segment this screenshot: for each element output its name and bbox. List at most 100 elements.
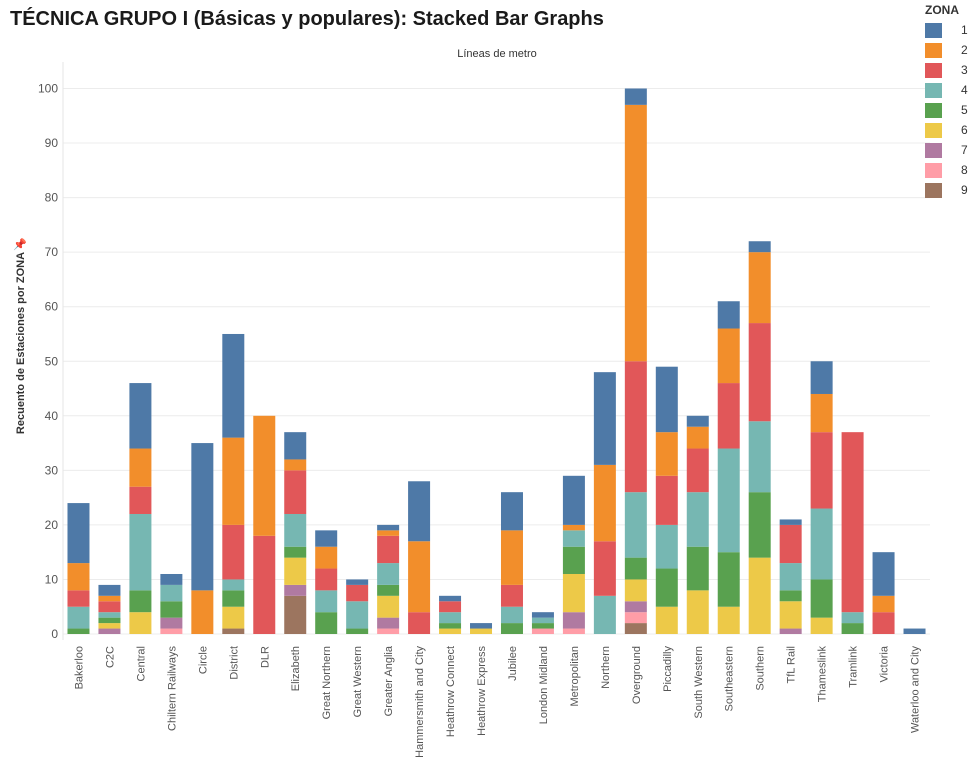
bar-segment-zona-3[interactable] bbox=[315, 568, 338, 591]
bar-segment-zona-3[interactable] bbox=[408, 612, 431, 634]
bar-segment-zona-6[interactable] bbox=[686, 590, 709, 634]
bar-segment-zona-1[interactable] bbox=[377, 524, 400, 531]
bar-segment-zona-1[interactable] bbox=[779, 519, 802, 525]
bar-segment-zona-3[interactable] bbox=[841, 432, 864, 613]
bar-segment-zona-5[interactable] bbox=[439, 623, 462, 629]
bar-segment-zona-4[interactable] bbox=[655, 524, 678, 569]
bar-segment-zona-1[interactable] bbox=[67, 503, 90, 564]
bar-segment-zona-4[interactable] bbox=[500, 606, 523, 624]
bar-segment-zona-2[interactable] bbox=[284, 459, 307, 471]
bar-segment-zona-4[interactable] bbox=[717, 448, 740, 553]
bar-segment-zona-3[interactable] bbox=[717, 383, 740, 449]
legend-item-zona-2[interactable]: 2 bbox=[925, 40, 979, 60]
bar-segment-zona-6[interactable] bbox=[810, 617, 833, 634]
bar-segment-zona-4[interactable] bbox=[284, 513, 307, 547]
bar-segment-zona-2[interactable] bbox=[593, 464, 616, 542]
bar-segment-zona-7[interactable] bbox=[98, 628, 121, 634]
bar-segment-zona-4[interactable] bbox=[624, 492, 647, 558]
bar-segment-zona-2[interactable] bbox=[222, 437, 245, 525]
bar-segment-zona-7[interactable] bbox=[624, 601, 647, 613]
bar-segment-zona-1[interactable] bbox=[500, 492, 523, 531]
legend-item-zona-3[interactable]: 3 bbox=[925, 60, 979, 80]
bar-segment-zona-2[interactable] bbox=[98, 595, 121, 602]
bar-segment-zona-3[interactable] bbox=[624, 361, 647, 493]
bar-segment-zona-2[interactable] bbox=[562, 524, 585, 531]
bar-segment-zona-4[interactable] bbox=[67, 606, 90, 629]
bar-segment-zona-1[interactable] bbox=[222, 333, 245, 438]
bar-segment-zona-6[interactable] bbox=[439, 628, 462, 634]
bar-segment-zona-2[interactable] bbox=[872, 595, 895, 613]
bar-segment-zona-2[interactable] bbox=[717, 328, 740, 384]
bar-segment-zona-5[interactable] bbox=[500, 623, 523, 634]
legend-item-zona-5[interactable]: 5 bbox=[925, 100, 979, 120]
bar-segment-zona-5[interactable] bbox=[160, 601, 183, 618]
bar-segment-zona-4[interactable] bbox=[222, 579, 245, 591]
bar-segment-zona-3[interactable] bbox=[98, 601, 121, 613]
bar-segment-zona-3[interactable] bbox=[500, 584, 523, 607]
bar-segment-zona-1[interactable] bbox=[439, 595, 462, 602]
bar-segment-zona-9[interactable] bbox=[284, 595, 307, 634]
bar-segment-zona-1[interactable] bbox=[470, 623, 493, 629]
bar-segment-zona-4[interactable] bbox=[748, 421, 771, 493]
bar-segment-zona-3[interactable] bbox=[686, 448, 709, 493]
bar-segment-zona-3[interactable] bbox=[439, 601, 462, 613]
bar-segment-zona-4[interactable] bbox=[98, 612, 121, 618]
bar-segment-zona-1[interactable] bbox=[872, 552, 895, 596]
bar-segment-zona-4[interactable] bbox=[315, 590, 338, 613]
bar-segment-zona-5[interactable] bbox=[98, 617, 121, 624]
bar-segment-zona-1[interactable] bbox=[717, 301, 740, 329]
bar-segment-zona-6[interactable] bbox=[655, 606, 678, 634]
bar-segment-zona-2[interactable] bbox=[129, 448, 152, 487]
bar-segment-zona-7[interactable] bbox=[779, 628, 802, 634]
bar-segment-zona-3[interactable] bbox=[872, 612, 895, 634]
bar-segment-zona-3[interactable] bbox=[284, 470, 307, 514]
bar-segment-zona-5[interactable] bbox=[222, 590, 245, 607]
bar-segment-zona-5[interactable] bbox=[655, 568, 678, 607]
bar-segment-zona-5[interactable] bbox=[841, 623, 864, 634]
bar-segment-zona-3[interactable] bbox=[346, 584, 369, 602]
bar-segment-zona-6[interactable] bbox=[779, 601, 802, 629]
bar-segment-zona-2[interactable] bbox=[686, 426, 709, 449]
bar-segment-zona-3[interactable] bbox=[222, 524, 245, 580]
bar-segment-zona-2[interactable] bbox=[624, 104, 647, 362]
bar-segment-zona-4[interactable] bbox=[129, 513, 152, 591]
bar-segment-zona-1[interactable] bbox=[98, 584, 121, 596]
bar-segment-zona-1[interactable] bbox=[748, 241, 771, 253]
bar-segment-zona-5[interactable] bbox=[315, 612, 338, 634]
bar-segment-zona-3[interactable] bbox=[810, 432, 833, 509]
bar-segment-zona-4[interactable] bbox=[841, 612, 864, 624]
bar-segment-zona-5[interactable] bbox=[717, 552, 740, 607]
bar-segment-zona-7[interactable] bbox=[284, 584, 307, 596]
bar-segment-zona-3[interactable] bbox=[129, 486, 152, 514]
bar-segment-zona-2[interactable] bbox=[377, 530, 400, 536]
bar-segment-zona-1[interactable] bbox=[346, 579, 369, 585]
bar-segment-zona-1[interactable] bbox=[562, 475, 585, 525]
bar-segment-zona-2[interactable] bbox=[67, 563, 90, 591]
bar-segment-zona-5[interactable] bbox=[562, 546, 585, 574]
pin-icon[interactable]: 📌 bbox=[13, 239, 27, 251]
bar-segment-zona-1[interactable] bbox=[903, 628, 926, 634]
legend-item-zona-8[interactable]: 8 bbox=[925, 160, 979, 180]
bar-segment-zona-2[interactable] bbox=[655, 432, 678, 476]
bar-segment-zona-8[interactable] bbox=[160, 628, 183, 634]
bar-segment-zona-7[interactable] bbox=[160, 617, 183, 629]
bar-segment-zona-2[interactable] bbox=[253, 415, 276, 536]
bar-segment-zona-1[interactable] bbox=[129, 383, 152, 449]
legend-item-zona-4[interactable]: 4 bbox=[925, 80, 979, 100]
legend-item-zona-7[interactable]: 7 bbox=[925, 140, 979, 160]
bar-segment-zona-6[interactable] bbox=[98, 623, 121, 629]
bar-segment-zona-5[interactable] bbox=[810, 579, 833, 618]
bar-segment-zona-6[interactable] bbox=[717, 606, 740, 634]
bar-segment-zona-6[interactable] bbox=[284, 557, 307, 585]
bar-segment-zona-4[interactable] bbox=[810, 508, 833, 580]
bar-segment-zona-8[interactable] bbox=[377, 628, 400, 634]
bar-segment-zona-3[interactable] bbox=[67, 590, 90, 607]
bar-segment-zona-1[interactable] bbox=[686, 415, 709, 427]
bar-segment-zona-6[interactable] bbox=[562, 573, 585, 613]
bar-segment-zona-7[interactable] bbox=[377, 617, 400, 629]
bar-segment-zona-6[interactable] bbox=[624, 579, 647, 602]
bar-segment-zona-3[interactable] bbox=[377, 535, 400, 564]
bar-segment-zona-2[interactable] bbox=[408, 541, 431, 613]
bar-segment-zona-4[interactable] bbox=[377, 563, 400, 585]
bar-segment-zona-4[interactable] bbox=[531, 617, 554, 624]
